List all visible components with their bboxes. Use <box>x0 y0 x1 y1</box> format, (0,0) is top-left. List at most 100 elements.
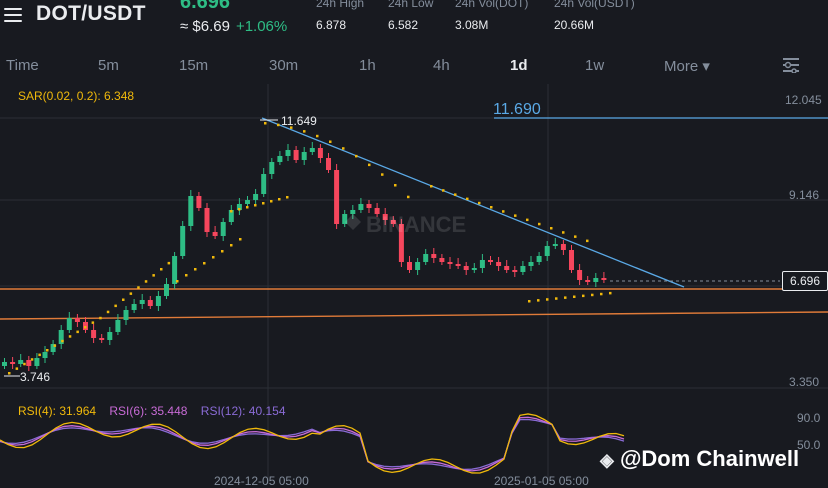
sar-dot <box>46 349 49 352</box>
tab-1h[interactable]: 1h <box>359 57 376 74</box>
tab-15m[interactable]: 15m <box>179 57 209 74</box>
candle-body <box>196 196 202 208</box>
candle-body <box>245 200 250 204</box>
sar-dot <box>106 310 110 314</box>
candle-body <box>26 360 32 366</box>
candle-body <box>407 262 412 270</box>
candlestick-chart[interactable]: BINANCE 12.045 9.146 3.350 90.0 50.0 11.… <box>0 84 828 484</box>
sar-dot <box>555 297 558 300</box>
sar-dot <box>76 330 79 334</box>
rsi4-label: RSI(4): 31.964 <box>18 404 97 418</box>
stat-value-vol-dot: 3.08M <box>455 18 489 32</box>
candle-body <box>382 214 388 220</box>
candle-body <box>463 266 469 270</box>
sar-dot <box>342 147 345 150</box>
sar-dot <box>239 238 242 241</box>
candle-body <box>585 280 591 282</box>
sar-dot <box>91 321 95 324</box>
candle-body <box>536 256 542 262</box>
support-line-lower[interactable] <box>0 311 828 320</box>
sar-dot <box>562 231 565 234</box>
candle-body <box>261 174 267 194</box>
candle-body <box>131 304 137 310</box>
price-change: +1.06% <box>235 18 288 35</box>
sar-dot <box>316 134 319 138</box>
candle-body <box>447 262 453 264</box>
candle-body <box>293 150 299 160</box>
candle-body <box>398 224 404 262</box>
rsi-lines <box>0 413 625 474</box>
sar-dot <box>23 362 26 366</box>
menu-icon[interactable] <box>4 8 22 22</box>
candle-body <box>601 278 607 280</box>
sar-dot <box>490 206 493 209</box>
pair-title[interactable]: DOT/USDT <box>36 2 146 25</box>
candle-body <box>34 358 40 366</box>
sar-dot <box>286 196 289 199</box>
candle-body <box>358 204 364 210</box>
candles <box>2 142 607 371</box>
tab-4h[interactable]: 4h <box>433 57 450 74</box>
stat-value-low: 6.582 <box>388 18 419 32</box>
sar-dot <box>30 358 34 361</box>
sar-dot <box>137 286 140 289</box>
candle-body <box>2 362 7 366</box>
candle-body <box>544 246 550 256</box>
sar-dot <box>303 130 306 133</box>
sar-dot <box>152 274 155 277</box>
high-label: 11.649 <box>281 114 317 128</box>
candle-body <box>301 152 307 160</box>
sar-dot <box>114 304 117 308</box>
settings-filter-icon[interactable] <box>782 57 800 73</box>
stat-label-low: 24h Low <box>388 0 434 10</box>
candle-body <box>569 250 574 270</box>
sar-dot <box>564 296 567 299</box>
sar-dot <box>262 202 265 205</box>
candle-body <box>99 338 105 340</box>
sar-dot <box>221 250 224 253</box>
sar-indicator-label: SAR(0.02, 0.2): 6.348 <box>18 89 135 103</box>
sar-dot <box>355 154 358 158</box>
candle-body <box>10 362 16 364</box>
sar-dot <box>528 300 531 303</box>
sar-dot <box>246 206 249 209</box>
price-axis-label-2: 9.146 <box>789 188 819 202</box>
usd-price: ≈ $6.69 <box>180 18 230 35</box>
tab-5m[interactable]: 5m <box>98 57 119 74</box>
rsi-axis-label-50: 50.0 <box>797 438 821 452</box>
sar-dot <box>502 210 505 213</box>
candle-body <box>42 352 48 358</box>
sar-dot <box>329 140 332 143</box>
candle-body <box>479 260 485 268</box>
candle-body <box>488 260 493 262</box>
candle-body <box>390 220 396 224</box>
candle-body <box>366 204 372 208</box>
sar-dot <box>8 372 11 375</box>
sar-dot <box>122 298 125 301</box>
tab-1d[interactable]: 1d <box>510 57 528 74</box>
rsi6-label: RSI(6): 35.448 <box>109 404 188 418</box>
sar-dot <box>514 214 517 217</box>
sar-dot <box>546 298 549 301</box>
candle-body <box>139 300 145 304</box>
candle-body <box>415 262 421 270</box>
candle-body <box>50 344 56 352</box>
candle-body <box>309 148 315 152</box>
tab-time[interactable]: Time <box>6 57 39 74</box>
tab-more[interactable]: More ▾ <box>664 58 710 75</box>
candle-body <box>423 254 429 262</box>
tab-1w[interactable]: 1w <box>585 57 605 74</box>
candle-body <box>91 330 97 338</box>
low-label: 3.746 <box>20 370 50 384</box>
candle-body <box>431 254 437 258</box>
sar-dot <box>38 353 41 357</box>
tab-30m[interactable]: 30m <box>269 57 299 74</box>
sar-dot <box>84 326 87 329</box>
candle-body <box>560 244 566 250</box>
sar-dot <box>254 204 257 207</box>
sar-dot <box>238 208 241 211</box>
watermark-text: BINANCE <box>366 212 466 237</box>
descending-trendline[interactable] <box>261 117 685 288</box>
chart-grid <box>0 84 828 484</box>
sar-dot <box>430 185 433 188</box>
